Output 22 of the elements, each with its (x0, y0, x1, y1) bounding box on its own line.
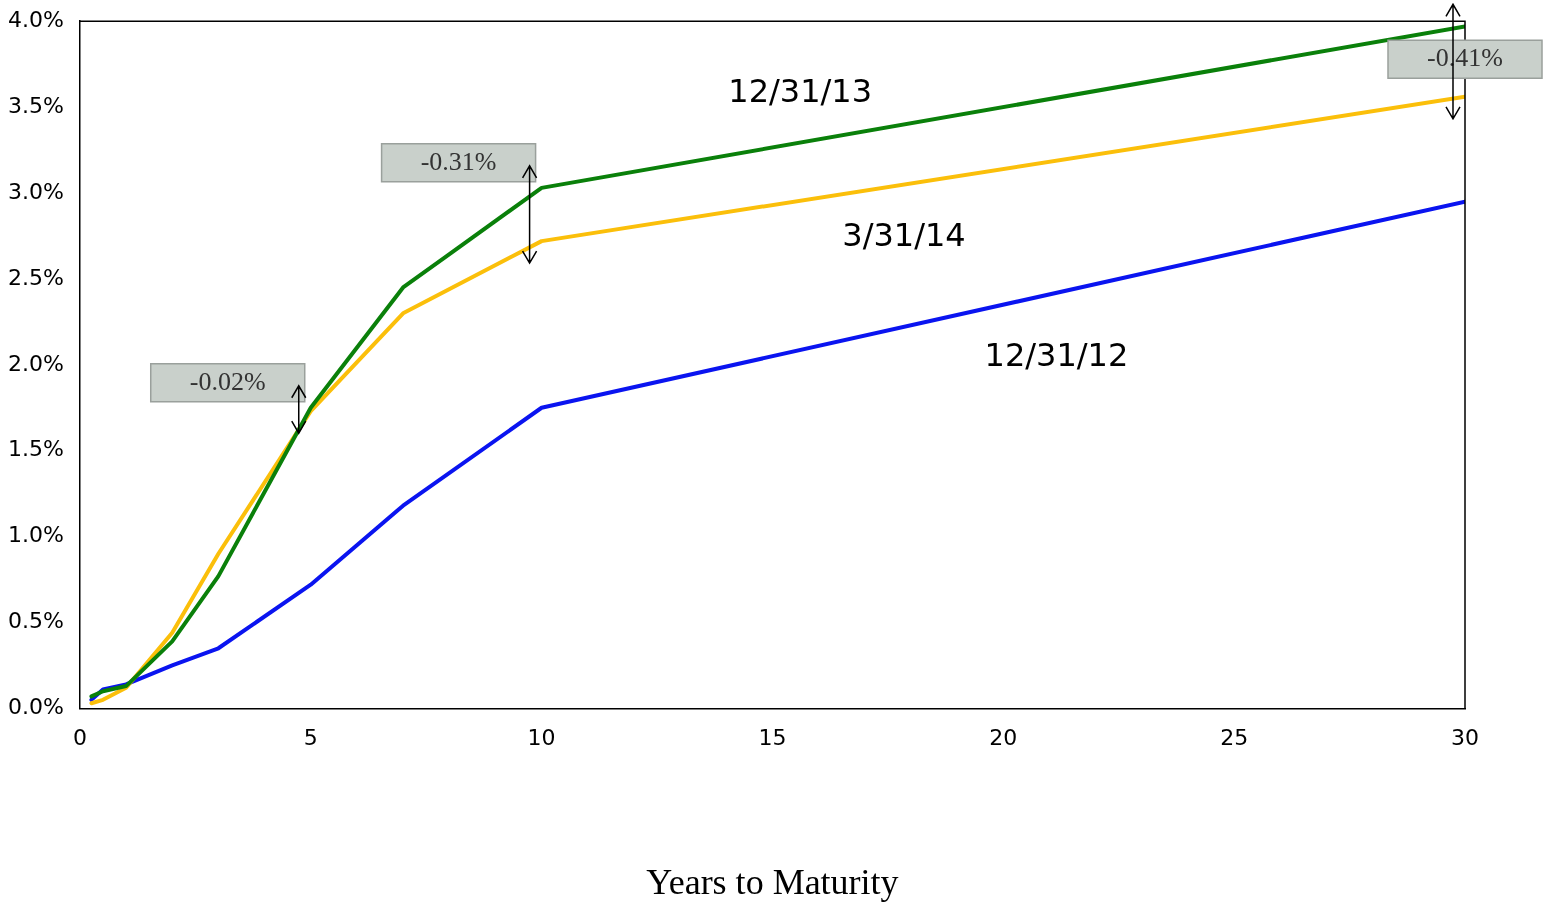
y-tick-label: 2.0% (7, 350, 64, 376)
y-tick-label: 0.0% (7, 694, 64, 720)
series-label: 12/31/12 (984, 336, 1129, 375)
y-tick-label: 3.5% (7, 92, 64, 118)
annotation: -0.31% (420, 146, 497, 176)
y-tick-label: 3.0% (7, 178, 64, 204)
series-label: 12/31/13 (728, 71, 873, 110)
y-tick-label: 2.5% (7, 264, 64, 290)
x-tick-label: 15 (758, 725, 787, 751)
annotation: -0.02% (189, 366, 266, 396)
series-label: 3/31/14 (842, 215, 966, 254)
x-axis-title: Years to Maturity (646, 861, 899, 902)
x-tick-label: 5 (303, 725, 318, 751)
y-tick-label: 4.0% (7, 6, 64, 32)
y-tick-label: 1.5% (7, 436, 64, 462)
x-tick-label: 0 (72, 725, 87, 751)
x-tick-label: 10 (527, 725, 556, 751)
x-tick-label: 20 (989, 725, 1018, 751)
x-tick-label: 25 (1220, 725, 1249, 751)
y-tick-label: 0.5% (7, 608, 64, 634)
x-tick-label: 30 (1451, 725, 1479, 751)
y-tick-label: 1.0% (7, 522, 64, 548)
